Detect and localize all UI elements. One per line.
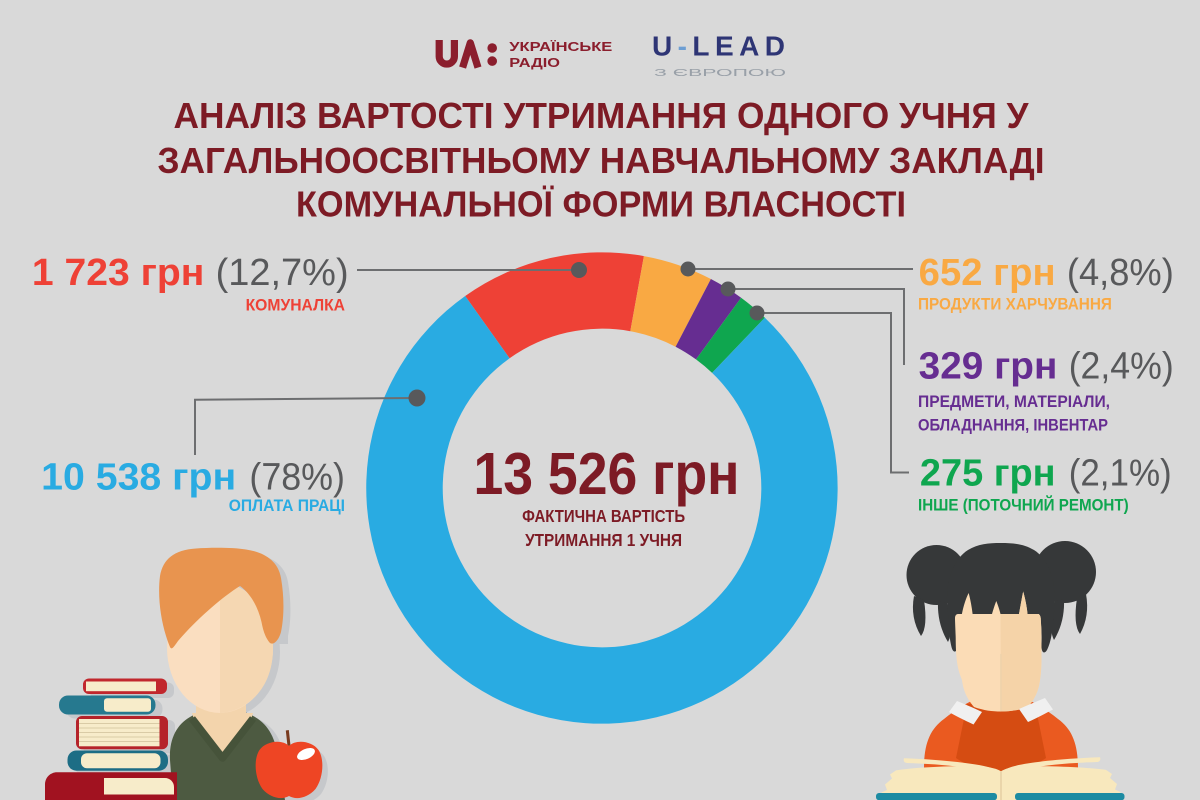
svg-text:652 грн: 652 грн	[919, 252, 1056, 294]
svg-text:(2,1%): (2,1%)	[1069, 453, 1172, 495]
svg-text:З ЄВРОПОЮ: З ЄВРОПОЮ	[654, 68, 786, 79]
svg-text:ПРОДУКТИ ХАРЧУВАННЯ: ПРОДУКТИ ХАРЧУВАННЯ	[918, 294, 1112, 313]
svg-text:АНАЛІЗ ВАРТОСТІ УТРИМАННЯ ОДНО: АНАЛІЗ ВАРТОСТІ УТРИМАННЯ ОДНОГО УЧНЯ У	[174, 95, 1030, 136]
svg-text:1 723 грн: 1 723 грн	[32, 252, 205, 294]
svg-text:(78%): (78%)	[249, 456, 345, 498]
svg-text:(12,7%): (12,7%)	[216, 252, 349, 294]
svg-text:ПРЕДМЕТИ, МАТЕРІАЛИ,: ПРЕДМЕТИ, МАТЕРІАЛИ,	[918, 392, 1110, 411]
svg-text:КОМУНАЛЬНОЇ ФОРМИ ВЛАСНОСТІ: КОМУНАЛЬНОЇ ФОРМИ ВЛАСНОСТІ	[296, 184, 906, 225]
svg-text:13 526 грн: 13 526 грн	[474, 441, 740, 507]
svg-text:ОБЛАДНАННЯ, ІНВЕНТАР: ОБЛАДНАННЯ, ІНВЕНТАР	[918, 416, 1108, 435]
svg-text:УТРИМАННЯ 1 УЧНЯ: УТРИМАННЯ 1 УЧНЯ	[525, 530, 682, 550]
svg-text:РАДІО: РАДІО	[509, 55, 560, 70]
svg-text:(2,4%): (2,4%)	[1069, 346, 1174, 388]
svg-text:ЗАГАЛЬНООСВІТНЬОМУ НАВЧАЛЬНОМУ: ЗАГАЛЬНООСВІТНЬОМУ НАВЧАЛЬНОМУ ЗАКЛАДІ	[158, 140, 1045, 181]
svg-text:275 грн: 275 грн	[920, 453, 1056, 495]
svg-text:КОМУНАЛКА: КОМУНАЛКА	[246, 296, 345, 315]
svg-text:329 грн: 329 грн	[919, 346, 1058, 388]
svg-text:УКРАЇНСЬКЕ: УКРАЇНСЬКЕ	[509, 39, 612, 54]
svg-text:ФАКТИЧНА ВАРТІСТЬ: ФАКТИЧНА ВАРТІСТЬ	[522, 506, 685, 526]
svg-text:10 538 грн: 10 538 грн	[41, 456, 236, 498]
svg-text:(4,8%): (4,8%)	[1067, 252, 1174, 294]
svg-text:U-LEAD: U - LEAD	[652, 30, 785, 61]
svg-text:ІНШЕ (ПОТОЧНИЙ РЕМОНТ): ІНШЕ (ПОТОЧНИЙ РЕМОНТ)	[918, 496, 1129, 515]
svg-text:ОПЛАТА ПРАЦІ: ОПЛАТА ПРАЦІ	[229, 496, 345, 515]
